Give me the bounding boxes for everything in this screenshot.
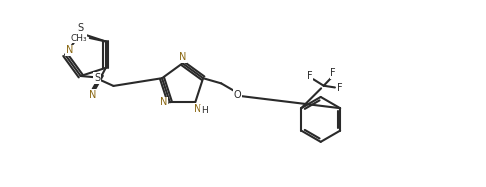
Text: S: S xyxy=(78,23,84,33)
Text: N: N xyxy=(194,104,201,114)
Text: CH₃: CH₃ xyxy=(70,33,87,42)
Text: N: N xyxy=(160,97,168,107)
Text: F: F xyxy=(337,83,343,93)
Text: F: F xyxy=(307,71,312,81)
Text: F: F xyxy=(330,68,336,78)
Text: N: N xyxy=(179,52,186,62)
Text: N: N xyxy=(89,90,96,100)
Text: O: O xyxy=(233,90,241,100)
Text: H: H xyxy=(201,106,208,115)
Text: S: S xyxy=(94,73,100,83)
Text: N: N xyxy=(66,45,73,55)
